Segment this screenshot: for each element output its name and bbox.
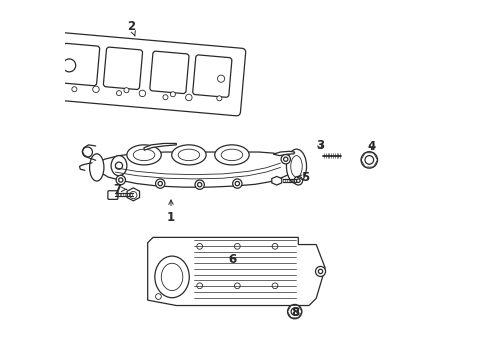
Ellipse shape [126, 145, 161, 165]
Polygon shape [94, 152, 294, 187]
Text: 2: 2 [127, 20, 135, 36]
Text: 6: 6 [227, 253, 236, 266]
Polygon shape [147, 237, 325, 306]
Ellipse shape [214, 145, 249, 165]
Ellipse shape [111, 156, 126, 176]
Circle shape [129, 192, 137, 199]
Text: 3: 3 [315, 139, 323, 152]
Circle shape [296, 179, 300, 183]
Circle shape [163, 95, 167, 100]
Circle shape [119, 178, 122, 182]
Text: 5: 5 [297, 171, 309, 184]
Circle shape [123, 88, 129, 93]
Polygon shape [273, 151, 294, 156]
Circle shape [62, 59, 76, 72]
Ellipse shape [155, 256, 189, 298]
Circle shape [170, 92, 175, 97]
Circle shape [197, 183, 202, 187]
Circle shape [271, 243, 277, 249]
Circle shape [139, 90, 145, 96]
Circle shape [196, 283, 202, 289]
Circle shape [281, 154, 290, 164]
Circle shape [116, 91, 122, 96]
Circle shape [196, 243, 202, 249]
Ellipse shape [133, 149, 155, 161]
Circle shape [234, 243, 240, 249]
Circle shape [271, 283, 277, 289]
Ellipse shape [89, 154, 104, 181]
FancyBboxPatch shape [103, 47, 142, 90]
Circle shape [287, 305, 301, 319]
Ellipse shape [286, 149, 306, 184]
Circle shape [283, 157, 287, 161]
Text: 8: 8 [291, 306, 299, 319]
Circle shape [93, 86, 99, 93]
Ellipse shape [161, 263, 183, 291]
Circle shape [82, 147, 92, 157]
Circle shape [155, 179, 164, 188]
Ellipse shape [171, 145, 206, 165]
Circle shape [158, 181, 162, 186]
Circle shape [195, 180, 204, 189]
Circle shape [155, 294, 161, 300]
Circle shape [116, 175, 125, 185]
FancyBboxPatch shape [61, 43, 100, 86]
Circle shape [364, 156, 373, 164]
Circle shape [216, 96, 222, 101]
Circle shape [185, 94, 192, 101]
Circle shape [72, 87, 77, 92]
Ellipse shape [290, 156, 302, 177]
Circle shape [315, 266, 325, 276]
FancyBboxPatch shape [150, 51, 188, 94]
Polygon shape [127, 188, 139, 201]
Circle shape [235, 181, 239, 186]
FancyBboxPatch shape [53, 33, 245, 116]
Circle shape [232, 179, 242, 188]
Polygon shape [144, 143, 176, 150]
Ellipse shape [178, 149, 199, 161]
Circle shape [217, 75, 224, 82]
FancyBboxPatch shape [108, 191, 118, 199]
Circle shape [234, 283, 240, 289]
Polygon shape [271, 176, 281, 185]
Circle shape [360, 152, 377, 168]
Text: 7: 7 [113, 183, 126, 196]
Circle shape [318, 269, 322, 274]
Circle shape [290, 308, 298, 315]
Circle shape [115, 162, 122, 169]
Text: 1: 1 [166, 200, 175, 224]
Ellipse shape [221, 149, 242, 161]
Text: 4: 4 [367, 140, 375, 153]
FancyBboxPatch shape [192, 55, 231, 97]
Circle shape [293, 176, 302, 185]
